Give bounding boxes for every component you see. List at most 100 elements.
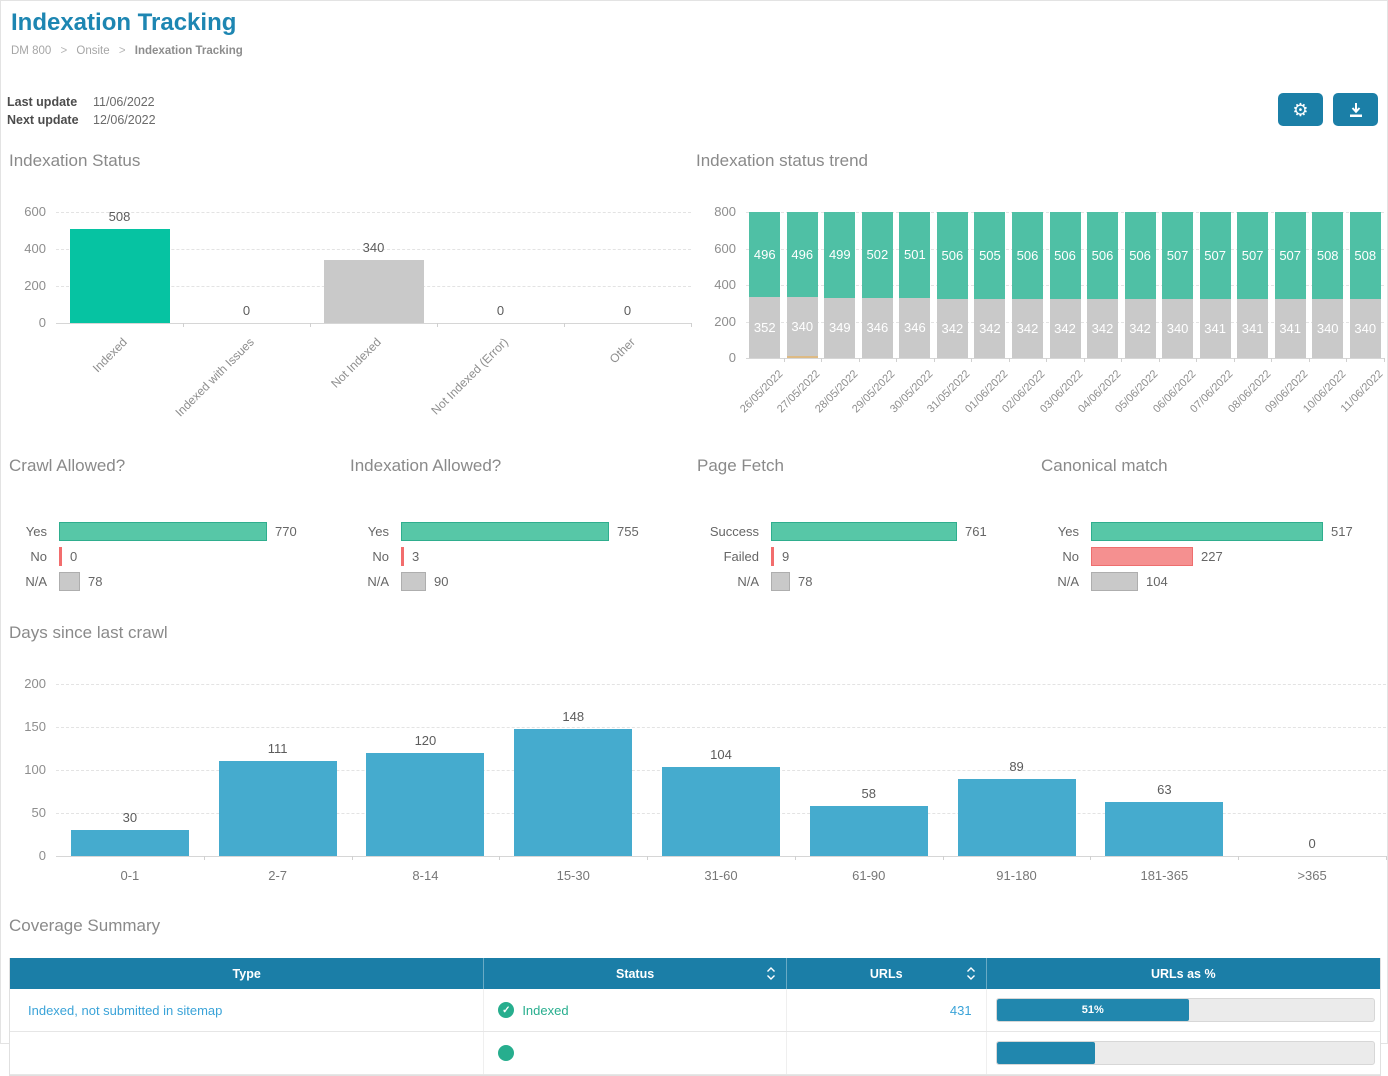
bar-value-label: 0: [623, 303, 632, 318]
value-label-not-indexed: 340: [1354, 320, 1377, 336]
trend-bar: 502 346: [861, 212, 893, 358]
column-header-type: Type: [10, 958, 485, 989]
y-tick-label: 200: [24, 278, 46, 293]
value-label-indexed: 506: [1054, 247, 1076, 263]
column-label: Type: [232, 966, 261, 981]
type-link[interactable]: Indexed, not submitted in sitemap: [28, 1002, 223, 1018]
x-axis-label: 29/05/2022: [850, 368, 898, 416]
indexation-status-chart: Indexation Status 0 200 400 600 508 Indexed 0 I…: [9, 151, 693, 451]
bar-No: [401, 547, 404, 566]
breadcrumb: DM 800 > Onsite > Indexation Tracking: [11, 45, 243, 57]
x-axis-label: 07/06/2022: [1188, 368, 1236, 416]
segment-not-indexed: [936, 299, 968, 358]
x-axis-tick: [691, 323, 692, 327]
urls-link[interactable]: 431: [949, 1002, 972, 1018]
y-tick-label: 800: [714, 204, 736, 219]
value-label-indexed: 501: [904, 247, 926, 263]
value-label: 90: [434, 574, 449, 589]
bar-Yes: [1091, 522, 1323, 541]
cell-type: Indexed, not submitted in sitemap: [10, 989, 485, 1031]
last-update-value: 11/06/2022: [93, 95, 155, 109]
value-label-indexed: 506: [1016, 247, 1039, 263]
y-tick-label: 200: [714, 313, 736, 329]
bar-value-label: 0: [496, 303, 505, 318]
value-label-not-indexed: 340: [1316, 320, 1339, 336]
breadcrumb-separator: >: [60, 45, 68, 57]
value-label-indexed: 508: [1354, 247, 1377, 263]
x-axis-tick: [942, 856, 944, 860]
trend-bar: 506 342: [1124, 212, 1156, 358]
column-header-urls[interactable]: URLs: [787, 958, 987, 989]
category-label: No: [30, 549, 47, 564]
hbar-row-N/A: N/A 104: [1041, 571, 1168, 592]
value-label-not-indexed: 342: [941, 320, 964, 336]
bar-N/A: [59, 572, 80, 591]
breadcrumb-item-dm800[interactable]: DM 800: [11, 45, 52, 57]
gridline-0: [56, 856, 1386, 857]
bar-value-label: 58: [861, 786, 876, 801]
category-label: N/A: [1057, 574, 1079, 589]
progress-track: [995, 1041, 1375, 1065]
value-label: 517: [1331, 524, 1353, 539]
x-axis-tick: [564, 323, 565, 327]
trend-bar: 507 340: [1162, 212, 1194, 358]
segment-not-indexed: [1274, 299, 1306, 358]
progress-label: 51%: [1081, 1004, 1104, 1016]
column-label: Status: [615, 966, 655, 981]
y-tick-label: 0: [38, 848, 46, 863]
hbar-row-No: No 0: [9, 546, 77, 567]
sort-icon[interactable]: [966, 966, 976, 981]
x-axis-tick: [783, 358, 785, 362]
x-axis-label: 03/06/2022: [1038, 368, 1086, 416]
value-label-not-indexed: 352: [753, 319, 776, 335]
export-button[interactable]: [1333, 93, 1378, 126]
x-axis-label: 8-14: [412, 868, 439, 883]
settings-button[interactable]: ⚙: [1278, 93, 1323, 126]
gear-icon: ⚙: [1292, 99, 1309, 120]
breadcrumb-item-onsite[interactable]: Onsite: [76, 45, 110, 57]
x-axis-tick: [351, 856, 353, 860]
x-axis-tick: [183, 323, 184, 327]
bar-Failed: [771, 547, 774, 566]
bar-2-7: [218, 761, 337, 856]
x-axis-tick: [1008, 358, 1010, 362]
bar-value-label: 148: [562, 709, 585, 724]
last-update-label: Last update: [7, 95, 78, 109]
x-axis-label: Not Indexed (Error): [427, 335, 511, 418]
bar-Yes: [59, 522, 267, 541]
x-axis-tick: [1271, 358, 1273, 362]
bar-value-label: 508: [108, 209, 131, 224]
y-tick-label: 400: [24, 241, 46, 256]
bar-No: [1091, 547, 1193, 566]
indexation-allowed-chart: Indexation Allowed? Yes 755 No 3 N/A 90: [350, 456, 680, 601]
segment-not-indexed: [1349, 299, 1381, 358]
x-axis-tick: [1083, 358, 1085, 362]
segment-indexed: [899, 212, 931, 299]
x-axis-tick: [971, 358, 973, 362]
segment-indexed: [1124, 212, 1156, 300]
y-tick-label: 100: [24, 762, 46, 777]
value-label: 0: [70, 549, 78, 564]
gridline-0: [746, 358, 1384, 359]
cell-type: [10, 1032, 485, 1074]
x-axis-label: 61-90: [852, 868, 886, 883]
x-axis-tick: [203, 856, 205, 860]
value-label-not-indexed: 342: [1129, 320, 1151, 336]
segment-indexed: [1162, 212, 1194, 300]
bar-181-365: [1105, 802, 1224, 856]
trend-bar: 496 340: [786, 212, 818, 358]
x-axis-label: 11/06/2022: [1338, 368, 1386, 415]
next-update-value: 12/06/2022: [93, 113, 156, 127]
segment-indexed: [1087, 212, 1119, 300]
status-label: Indexed: [522, 1002, 569, 1018]
x-axis-tick: [1158, 358, 1160, 362]
x-axis-label: Indexed: [89, 335, 130, 376]
value-label-indexed: 502: [866, 247, 889, 263]
segment-not-indexed: [749, 297, 781, 358]
sort-icon[interactable]: [766, 966, 776, 981]
hbar-row-N/A: N/A 78: [9, 571, 102, 592]
page-fetch-chart: Page Fetch Success 761 Failed 9 N/A 78: [697, 456, 1027, 601]
bar-0-1: [70, 830, 189, 856]
column-header-status[interactable]: Status: [484, 958, 787, 989]
bar-8-14: [366, 753, 485, 856]
